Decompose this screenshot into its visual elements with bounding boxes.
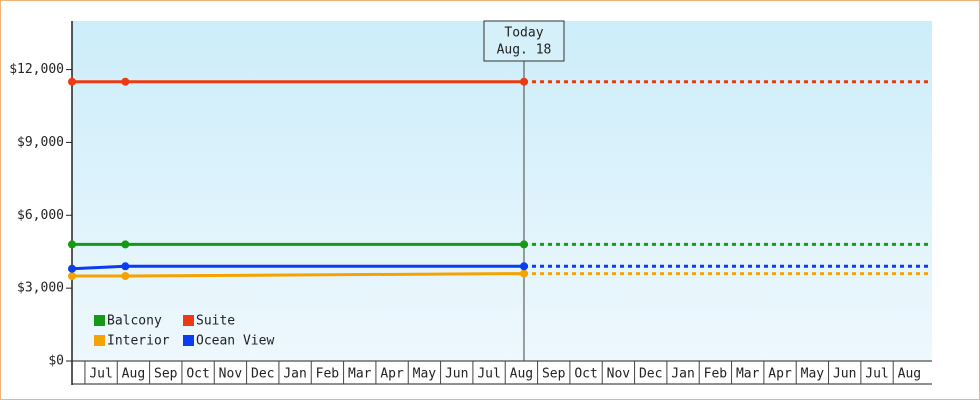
x-tick-label: Dec: [639, 367, 662, 382]
x-tick-label: Sep: [154, 367, 178, 382]
today-label: Aug. 18: [497, 43, 552, 58]
legend-swatch: [94, 335, 105, 346]
x-tick-label: Nov: [607, 367, 631, 382]
x-tick-label: Oct: [186, 367, 209, 382]
x-tick-label: Aug: [122, 367, 145, 382]
point: [519, 240, 528, 249]
x-tick-label: Feb: [316, 367, 340, 382]
x-tick-label: Jul: [89, 367, 112, 382]
x-tick-label: Apr: [768, 367, 792, 382]
x-tick-label: Jul: [865, 367, 888, 382]
x-tick-label: Nov: [219, 367, 243, 382]
x-tick-label: Jan: [283, 367, 306, 382]
y-tick-label: $12,000: [9, 62, 64, 77]
legend-label: Ocean View: [196, 334, 274, 349]
legend-label: Balcony: [107, 314, 162, 329]
legend-label: Interior: [107, 334, 170, 349]
x-tick-label: Aug: [898, 367, 921, 382]
x-tick-label: Feb: [704, 367, 728, 382]
legend-swatch: [183, 315, 194, 326]
x-tick-label: Mar: [348, 367, 372, 382]
legend-label: Suite: [196, 314, 235, 329]
x-tick-label: Jul: [477, 367, 500, 382]
point: [519, 262, 528, 271]
point: [121, 77, 130, 86]
x-tick-label: May: [801, 367, 825, 382]
legend-swatch: [94, 315, 105, 326]
x-tick-label: Jan: [671, 367, 694, 382]
point: [68, 77, 76, 86]
point: [519, 269, 528, 278]
point: [121, 272, 130, 280]
point: [68, 264, 76, 273]
point: [121, 240, 130, 249]
y-tick-label: $0: [48, 354, 64, 369]
today-label: Today: [504, 26, 543, 41]
x-tick-label: Mar: [736, 367, 760, 382]
x-tick-label: Jun: [445, 367, 468, 382]
today-box: [483, 20, 565, 62]
x-tick-label: Dec: [251, 367, 274, 382]
y-tick-label: $6,000: [17, 208, 64, 223]
x-tick-label: Aug: [510, 367, 533, 382]
plot-area: [72, 21, 932, 361]
point: [68, 272, 76, 280]
point: [68, 240, 76, 249]
x-tick-label: May: [413, 367, 437, 382]
point: [121, 262, 130, 271]
legend-swatch: [183, 335, 194, 346]
x-tick-label: Oct: [574, 367, 597, 382]
point: [519, 77, 528, 86]
x-tick-label: Apr: [380, 367, 404, 382]
x-tick-label: Jun: [833, 367, 856, 382]
y-tick-label: $3,000: [17, 281, 64, 296]
y-tick-label: $9,000: [17, 135, 64, 150]
x-tick-label: Sep: [542, 367, 566, 382]
